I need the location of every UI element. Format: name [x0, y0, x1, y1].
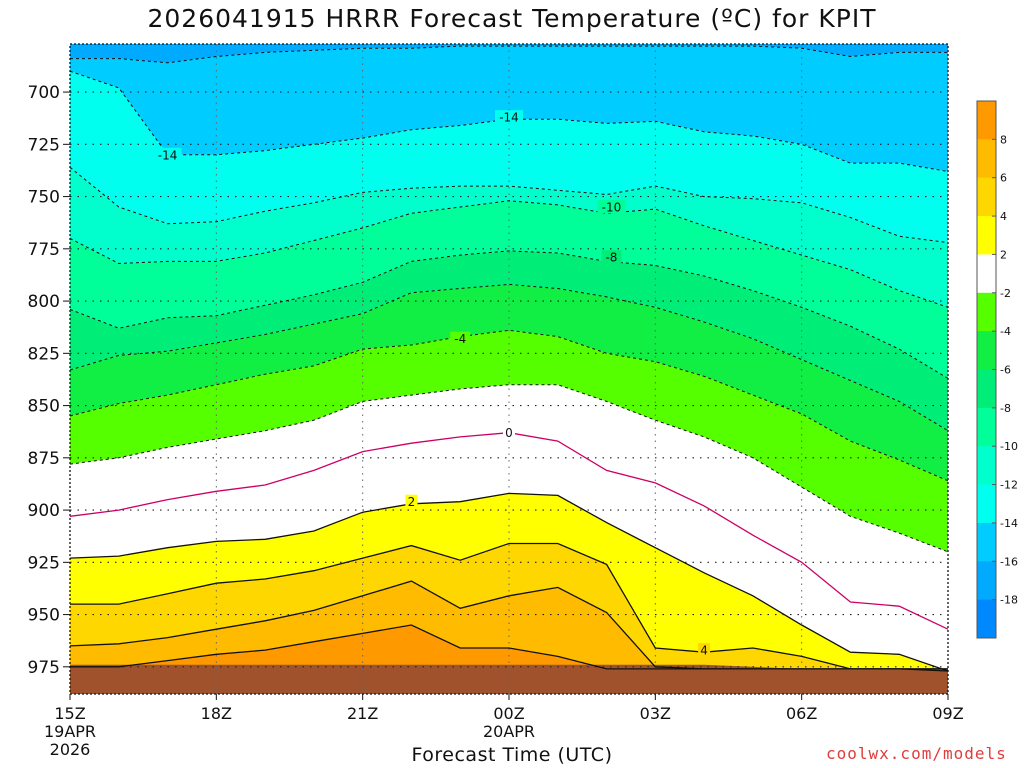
- colorbar-band--4: [977, 292, 996, 332]
- colorbar-label-5: -4: [1000, 325, 1011, 338]
- colorbar-band--20: [977, 599, 996, 639]
- y-tick-label-700: 700: [28, 83, 60, 103]
- isotherm--10: [70, 200, 948, 308]
- fill-band--4: [70, 330, 948, 552]
- colorbar-label-11: -16: [1000, 555, 1018, 568]
- contour-label-bg-5: [503, 425, 515, 439]
- colorbar-band--14: [977, 484, 996, 524]
- colorbar-band--10: [977, 407, 996, 447]
- colorbar-label-7: -8: [1000, 402, 1011, 415]
- isotherm--8: [70, 250, 948, 379]
- colorbar-band--16: [977, 522, 996, 562]
- colorbar-label-1: 6: [1000, 172, 1007, 185]
- colorbar-band--18: [977, 561, 996, 601]
- colorbar-band-4: [977, 177, 996, 217]
- contour-label-0: -14: [158, 148, 178, 162]
- contour-label-5: 0: [505, 426, 513, 440]
- fill-band--2: [70, 384, 948, 630]
- y-tick-label-900: 900: [28, 501, 60, 521]
- contour-label-1: -14: [499, 111, 519, 125]
- y-tick-label-775: 775: [28, 240, 60, 260]
- colorbar-label-0: 8: [1000, 133, 1007, 146]
- isotherm-8: [70, 624, 948, 670]
- y-tick-label-825: 825: [28, 344, 60, 364]
- contour-label-7: 4: [700, 644, 708, 658]
- y-tick-label-750: 750: [28, 188, 60, 208]
- contour-label-3: -8: [605, 251, 617, 265]
- chart-title: 2026041915 HRRR Forecast Temperature (ºC…: [147, 4, 877, 33]
- x-axis-label: Forecast Time (UTC): [411, 744, 613, 766]
- colorbar-label-2: 4: [1000, 210, 1007, 223]
- y-tick-label-725: 725: [28, 135, 60, 155]
- fill-band--14: [70, 71, 948, 243]
- colorbar-label-9: -12: [1000, 479, 1018, 492]
- x-tick-label-0: 15Z: [54, 704, 85, 723]
- contour-label-bg-2: [597, 200, 626, 214]
- fill-band-2: [70, 493, 948, 671]
- x-tick-label-12: 03Z: [640, 704, 671, 723]
- colorbar-band-6: [977, 139, 996, 179]
- y-tick-label-875: 875: [28, 449, 60, 469]
- colorbar-label-8: -10: [1000, 440, 1018, 453]
- contour-label-bg-4: [450, 331, 471, 345]
- fill-band-6: [70, 581, 948, 669]
- y-tick-label-850: 850: [28, 397, 60, 417]
- y-tick-label-975: 975: [28, 658, 60, 678]
- colorbar-band-2: [977, 216, 996, 255]
- colorbar-label-4: -2: [1000, 287, 1011, 300]
- fill-band--12: [70, 167, 948, 308]
- colorbar-label-10: -14: [1000, 517, 1018, 530]
- x-tick-label-9: 00Z: [493, 704, 524, 723]
- x-tick-label-18: 09Z: [932, 704, 963, 723]
- colorbar-band--2: [977, 254, 996, 294]
- isotherm-4: [70, 542, 948, 672]
- contour-label-bg-0: [153, 147, 182, 161]
- x-tick-sublabel-0: 19APR: [44, 722, 96, 741]
- contour-label-bg-6: [405, 494, 418, 508]
- contour-label-bg-3: [601, 250, 622, 264]
- colorbar-band-8: [977, 101, 996, 140]
- colorbar-label-12: -18: [1000, 594, 1018, 607]
- x-tick-label-6: 21Z: [347, 704, 378, 723]
- x-tick-label-15: 06Z: [786, 704, 817, 723]
- y-tick-label-925: 925: [28, 553, 60, 573]
- surface-ground: [70, 664, 948, 694]
- isotherm--12: [70, 166, 948, 244]
- isotherm-2: [70, 492, 948, 672]
- fill-band-0: [70, 432, 948, 671]
- contour-label-bg-1: [495, 110, 523, 124]
- fill-band--6: [70, 284, 948, 481]
- colorbar-label-6: -6: [1000, 364, 1011, 377]
- contour-label-4: -4: [454, 332, 466, 346]
- contour-label-2: -10: [602, 201, 622, 215]
- colorbar-band--8: [977, 369, 996, 409]
- colorbar-band--12: [977, 446, 996, 486]
- isotherm--16: [70, 45, 948, 64]
- fill-band--16: [70, 46, 948, 172]
- colorbar-band--6: [977, 331, 996, 370]
- fill-band--8: [70, 250, 948, 431]
- y-tick-label-950: 950: [28, 606, 60, 626]
- colorbar-label-3: 2: [1000, 248, 1007, 261]
- contour-label-bg-7: [698, 643, 711, 657]
- fill-band-below--16: [70, 44, 948, 63]
- x-tick-year-0: 2026: [50, 740, 91, 759]
- x-tick-sublabel-9: 20APR: [483, 722, 535, 741]
- contour-label-6: 2: [408, 495, 416, 509]
- x-tick-label-3: 18Z: [201, 704, 232, 723]
- fill-band--10: [70, 200, 948, 379]
- credit-link[interactable]: coolwx.com/models: [826, 744, 1007, 763]
- y-tick-label-800: 800: [28, 292, 60, 312]
